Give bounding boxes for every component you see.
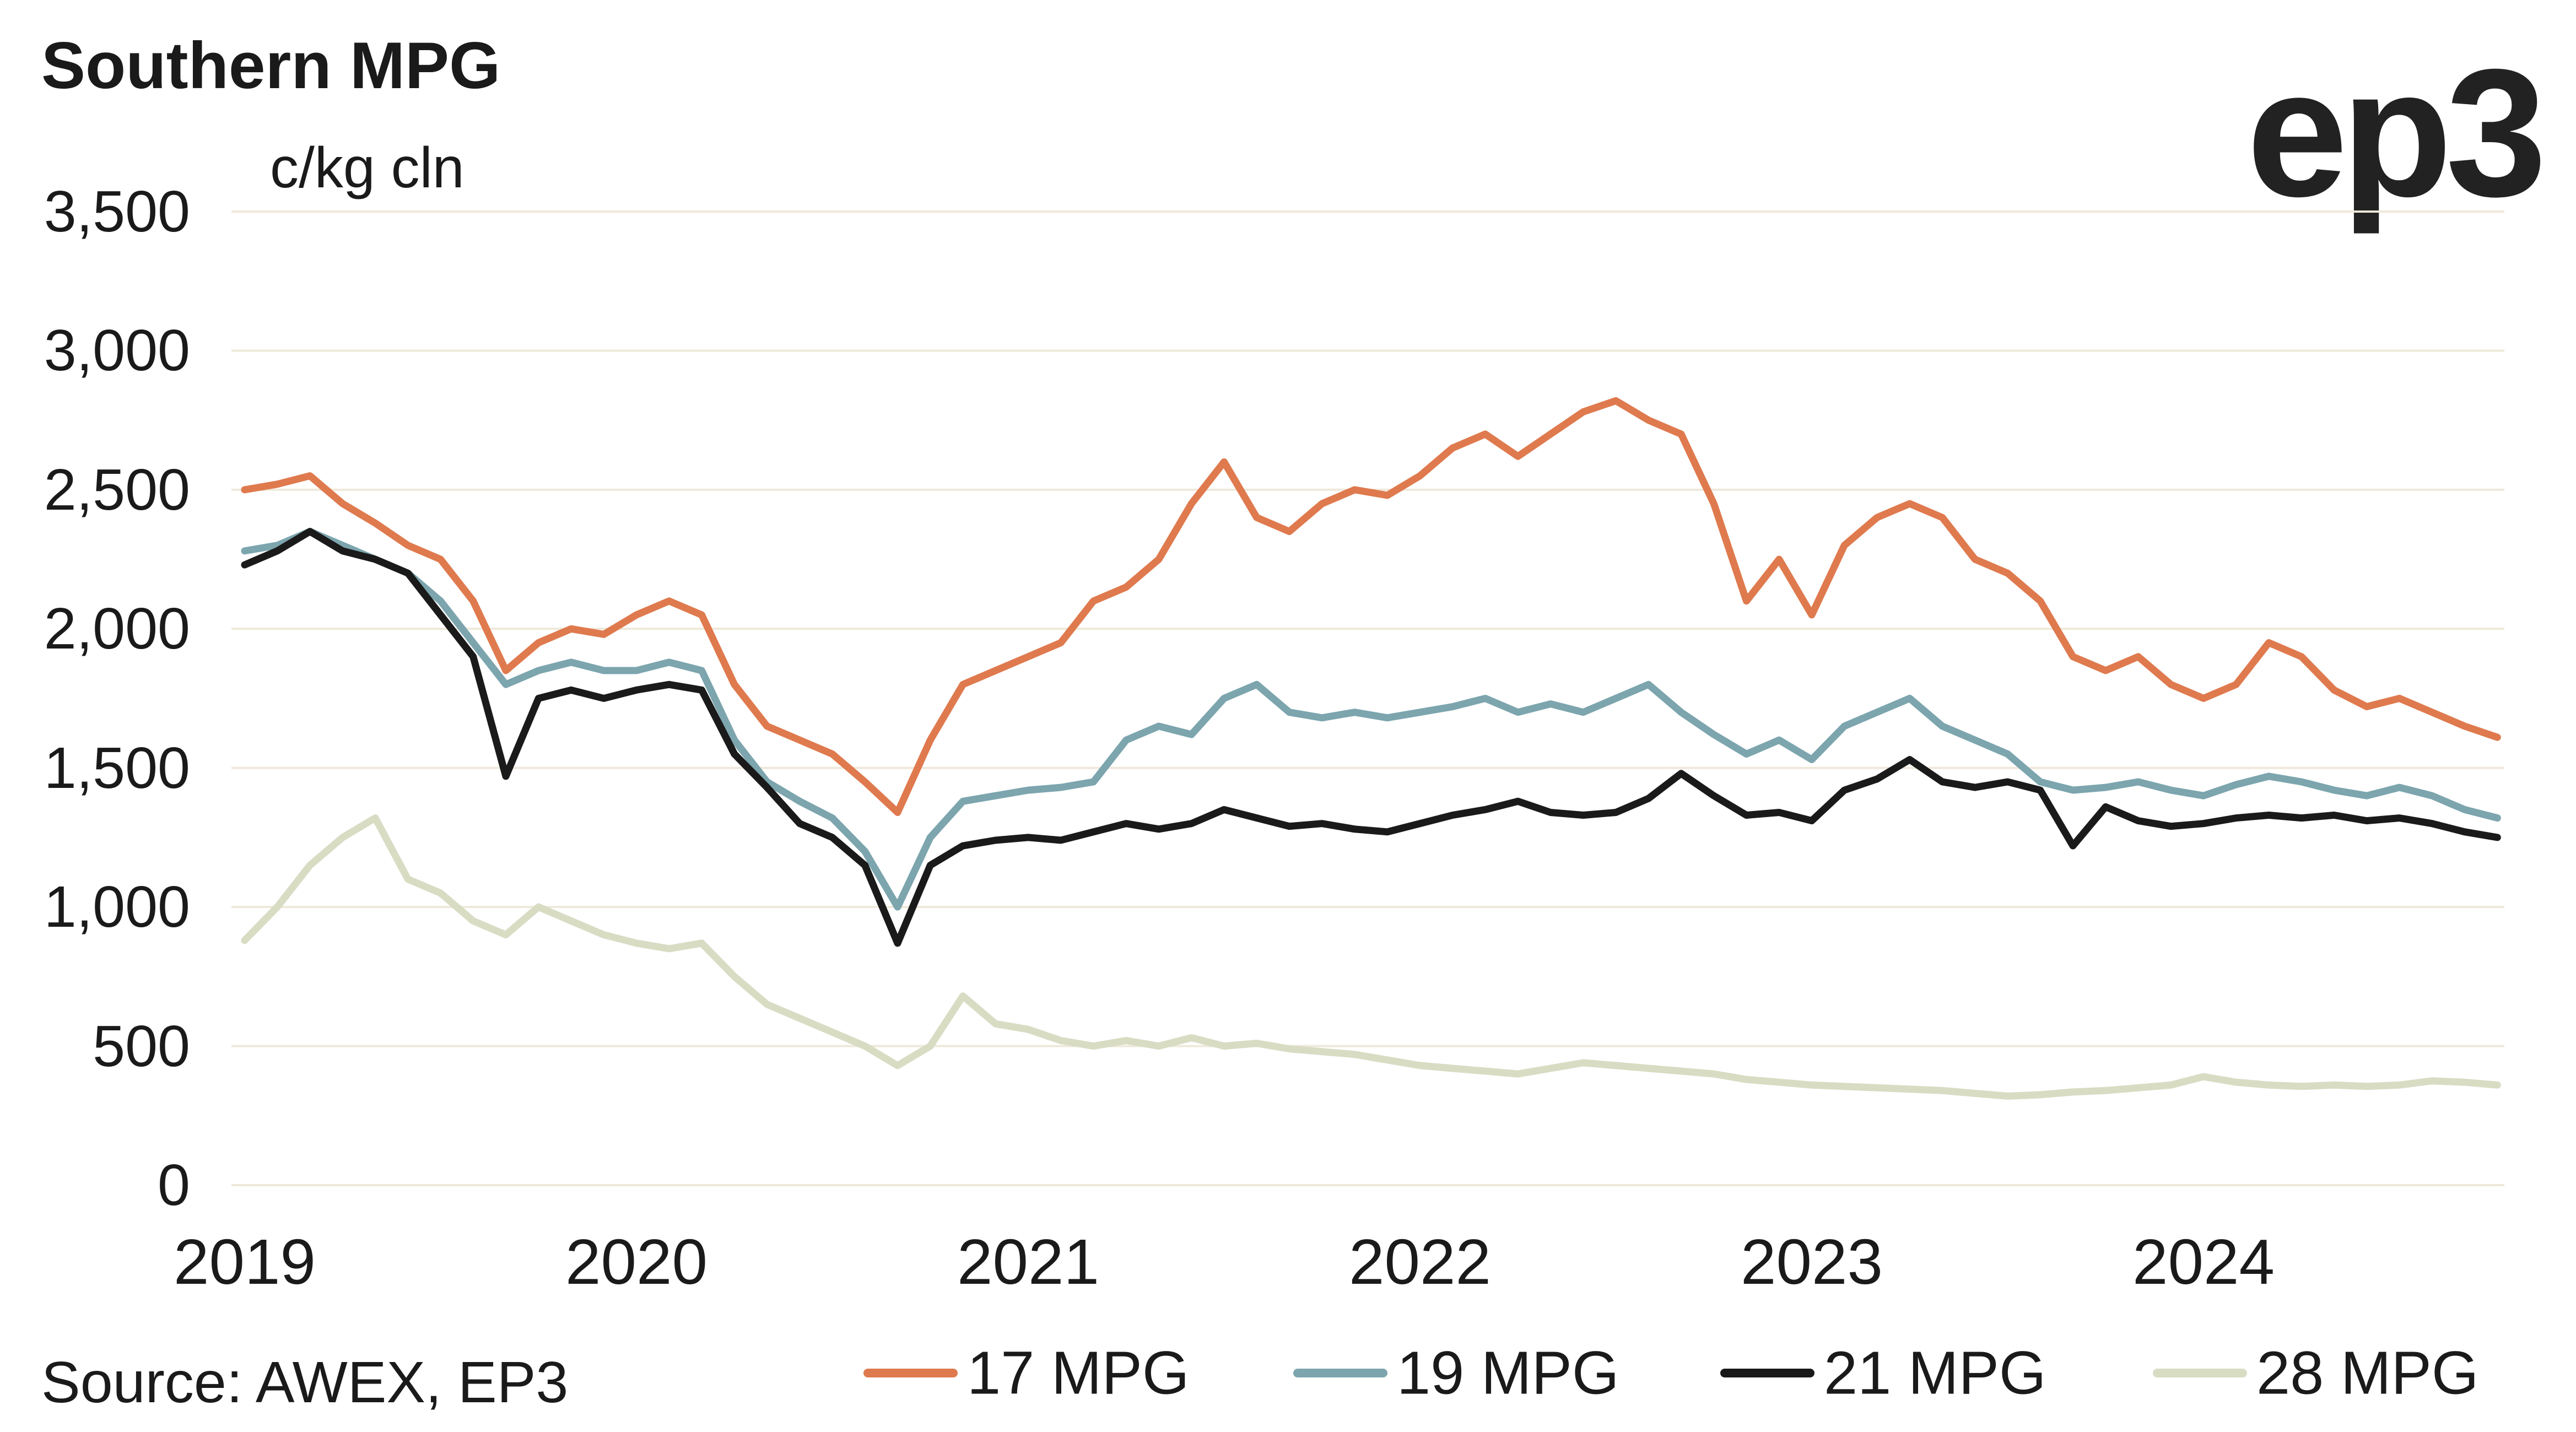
y-tick-0: 0 <box>158 1153 190 1218</box>
y-tick-500: 500 <box>93 1014 190 1079</box>
legend-label-21-mpg: 21 MPG <box>1824 1339 2046 1407</box>
series-lines <box>241 397 2501 1100</box>
y-tick-3000: 3,000 <box>44 318 190 383</box>
legend-item-28-mpg: 28 MPG <box>2153 1339 2478 1407</box>
legend-label-28-mpg: 28 MPG <box>2256 1339 2478 1407</box>
source-note: Source: AWEX, EP3 <box>41 1350 568 1415</box>
y-tick-2000: 2,000 <box>44 596 190 661</box>
x-axis-tick-labels: 2019 2020 2021 2022 2023 2024 <box>174 1226 2275 1298</box>
ep3-logo: ep3 <box>2246 31 2542 235</box>
x-tick-2021: 2021 <box>957 1226 1099 1298</box>
legend-item-17-mpg: 17 MPG <box>863 1339 1189 1407</box>
series-line-17-mpg <box>241 397 2501 816</box>
x-tick-2022: 2022 <box>1349 1226 1491 1298</box>
x-tick-2020: 2020 <box>565 1226 708 1298</box>
series-line-19-mpg <box>241 528 2501 911</box>
series-line-28-mpg <box>241 814 2501 1100</box>
y-tick-1500: 1,500 <box>44 736 190 801</box>
page-title: Southern MPG <box>41 29 500 102</box>
legend-item-19-mpg: 19 MPG <box>1293 1339 1619 1407</box>
x-tick-2019: 2019 <box>174 1226 316 1298</box>
x-tick-2023: 2023 <box>1741 1226 1883 1298</box>
y-axis-tick-labels: 3,500 3,000 2,500 2,000 1,500 1,000 500 … <box>44 179 190 1218</box>
y-tick-1000: 1,000 <box>44 874 190 939</box>
y-tick-3500: 3,500 <box>44 179 190 244</box>
legend-item-21-mpg: 21 MPG <box>1720 1339 2046 1407</box>
legend-label-17-mpg: 17 MPG <box>967 1339 1189 1407</box>
series-line-21-mpg <box>241 528 2501 947</box>
legend: 17 MPG 19 MPG 21 MPG 28 MPG <box>863 1339 2478 1407</box>
x-tick-2024: 2024 <box>2132 1226 2275 1298</box>
gridlines <box>231 210 2504 1186</box>
y-axis-unit-label: c/kg cln <box>270 136 465 200</box>
y-tick-2500: 2,500 <box>44 457 190 522</box>
legend-label-19-mpg: 19 MPG <box>1397 1339 1619 1407</box>
